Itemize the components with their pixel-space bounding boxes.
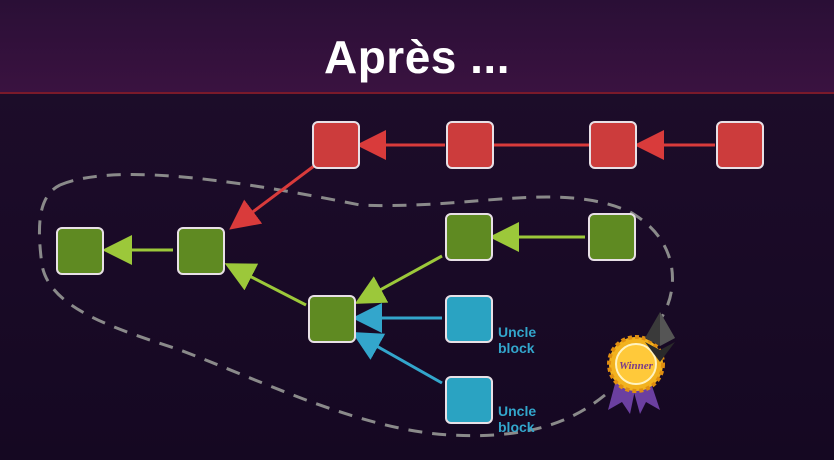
winner-badge-icon: Winner <box>607 335 665 414</box>
uncle-block-2 <box>445 376 493 424</box>
red-block-4 <box>716 121 764 169</box>
winner-badge-label: Winner <box>619 360 654 372</box>
green-block-right <box>588 213 636 261</box>
red-block-3 <box>589 121 637 169</box>
arrow-green-mid-to-2 <box>224 263 307 307</box>
green-block-2 <box>177 227 225 275</box>
green-block-mid <box>308 295 356 343</box>
canonical-chain-outline <box>37 173 674 438</box>
green-block-upper <box>445 213 493 261</box>
red-block-1 <box>312 121 360 169</box>
red-block-2 <box>446 121 494 169</box>
uncle-block-label-2: Uncle block <box>498 403 537 435</box>
arrow-green-upper-to-mid <box>354 254 443 304</box>
arrow-blue-uncle2 <box>351 332 443 385</box>
uncle-block-label-1: Uncle block <box>498 324 537 356</box>
ethereum-icon <box>645 312 675 362</box>
header-bar <box>0 0 834 94</box>
arrow-red-1-to-green <box>229 164 315 230</box>
green-block-1 <box>56 227 104 275</box>
page-title: Après ... <box>323 31 510 83</box>
uncle-block-1 <box>445 295 493 343</box>
